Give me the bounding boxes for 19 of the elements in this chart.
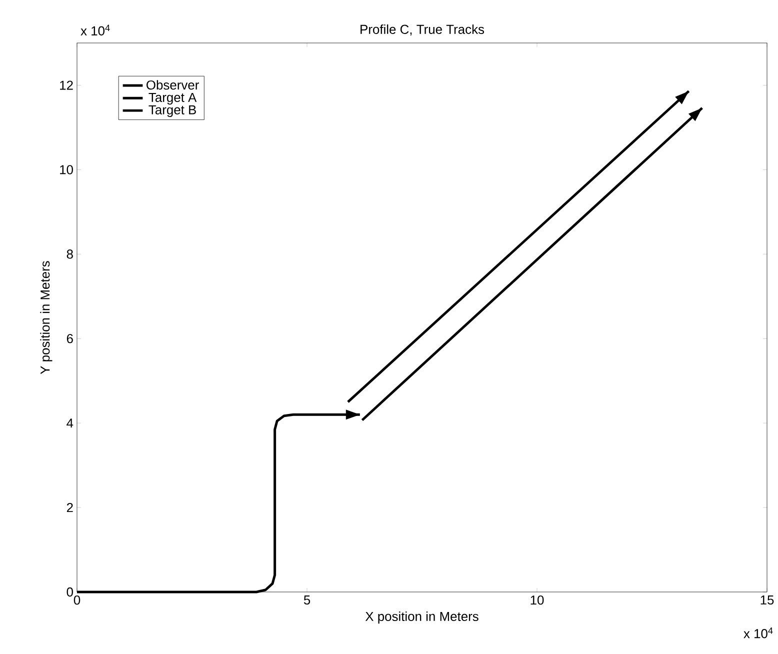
chart-title: Profile C, True Tracks: [360, 24, 484, 36]
y-tick-label: 12: [60, 80, 73, 90]
y-tick-label: 4: [66, 418, 74, 428]
y-tick-label: 2: [66, 503, 73, 512]
legend-label: Target B: [148, 105, 196, 117]
y-axis-title: Y position in Meters: [40, 261, 52, 374]
y-tick-label: 10: [60, 165, 73, 174]
legend-label: Target A: [148, 92, 197, 105]
x-tick-label: 0: [74, 596, 80, 605]
x-tick-label: 10: [530, 596, 544, 605]
x-tick-label: 5: [304, 596, 310, 605]
text: x 10$^{4}$: [744, 628, 773, 638]
x-tick-label: 15: [760, 596, 774, 605]
y-tick-label: 0: [66, 587, 73, 597]
x-axis-title: X position in Meters: [365, 612, 478, 624]
y-tick-label: 6: [66, 334, 73, 344]
legend-label: Observer: [146, 80, 199, 90]
y-tick-label: 8: [66, 250, 73, 259]
text: x 10$^{4}$: [80, 24, 110, 36]
